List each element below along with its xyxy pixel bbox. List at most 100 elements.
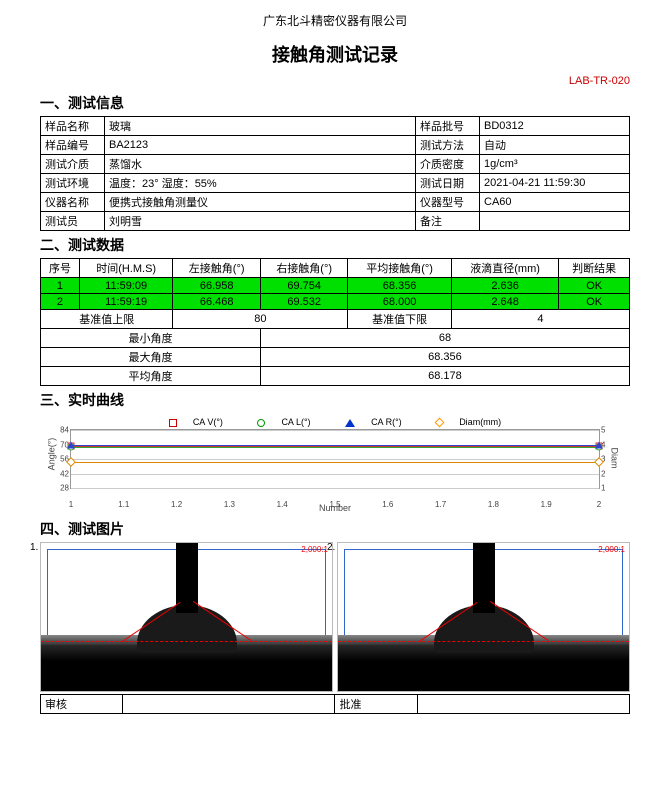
cell: 2.636 — [451, 278, 559, 294]
cell: OK — [559, 278, 630, 294]
limit-label: 基准值下限 — [348, 310, 451, 329]
stat-row: 平均角度68.178 — [41, 367, 630, 386]
sig-value — [417, 695, 629, 714]
line-chart: Angle(°) Diam 84570456342228111.11.21.31… — [70, 429, 600, 489]
cell: 11:59:19 — [79, 294, 173, 310]
col-header: 序号 — [41, 259, 80, 278]
y2-tick: 1 — [601, 484, 613, 493]
info-table: 样品名称玻璃样品批号BD0312 样品编号BA2123测试方法自动 测试介质蒸馏… — [40, 116, 630, 231]
info-label: 仪器型号 — [416, 193, 480, 212]
sig-label: 批准 — [335, 695, 417, 714]
image-number: 2. — [327, 542, 335, 553]
baseline-line — [41, 641, 332, 642]
x-tick: 1.8 — [488, 500, 499, 509]
y-tick: 28 — [51, 484, 69, 493]
info-value: BA2123 — [105, 136, 416, 155]
cell: 2.648 — [451, 294, 559, 310]
col-header: 平均接触角(°) — [348, 259, 451, 278]
cell: 66.468 — [173, 294, 261, 310]
info-value: 自动 — [480, 136, 630, 155]
x-tick: 1.7 — [435, 500, 446, 509]
x-tick: 1.2 — [171, 500, 182, 509]
chart-legend: CA V(°) CA L(°) CA R(°) Diam(mm) — [70, 417, 600, 427]
x-tick: 1.5 — [329, 500, 340, 509]
scale-label: 2,000:1 — [598, 545, 625, 554]
info-label: 测试员 — [41, 212, 105, 231]
x-tick: 1.1 — [118, 500, 129, 509]
doc-title: 接触角测试记录 — [40, 41, 630, 67]
info-value: 温度：23° 湿度：55% — [105, 174, 416, 193]
cell: 68.356 — [348, 278, 451, 294]
stat-label: 最大角度 — [41, 348, 261, 367]
series-diam — [71, 462, 599, 463]
section2-heading: 二、测试数据 — [40, 235, 630, 255]
legend-item: CA L(°) — [249, 417, 318, 427]
y-tick: 84 — [51, 426, 69, 435]
legend-label: CA V(°) — [193, 417, 223, 427]
info-value: 蒸馏水 — [105, 155, 416, 174]
data-table: 序号 时间(H.M.S) 左接触角(°) 右接触角(°) 平均接触角(°) 液滴… — [40, 258, 630, 386]
limit-label: 基准值上限 — [41, 310, 173, 329]
legend-label: Diam(mm) — [459, 417, 501, 427]
info-value: 便携式接触角测量仪 — [105, 193, 416, 212]
cell: 66.958 — [173, 278, 261, 294]
image-cell: 1. 2,000:1 — [40, 542, 333, 692]
legend-label: CA L(°) — [281, 417, 310, 427]
limit-value: 4 — [451, 310, 629, 329]
col-header: 右接触角(°) — [260, 259, 348, 278]
doc-number: LAB-TR-020 — [40, 75, 630, 87]
square-icon — [169, 419, 177, 427]
legend-item: Diam(mm) — [428, 417, 509, 427]
image-number: 1. — [30, 542, 38, 553]
company-name: 广东北斗精密仪器有限公司 — [40, 12, 630, 29]
section3-heading: 三、实时曲线 — [40, 390, 630, 410]
sig-label: 审核 — [41, 695, 123, 714]
info-value: 刘明雪 — [105, 212, 416, 231]
stat-label: 平均角度 — [41, 367, 261, 386]
section4-heading: 四、测试图片 — [40, 519, 630, 539]
info-label: 样品编号 — [41, 136, 105, 155]
col-header: 时间(H.M.S) — [79, 259, 173, 278]
series-car — [71, 445, 599, 446]
stat-value: 68 — [260, 329, 629, 348]
info-label: 测试环境 — [41, 174, 105, 193]
info-value: CA60 — [480, 193, 630, 212]
stat-value: 68.356 — [260, 348, 629, 367]
cell: 2 — [41, 294, 80, 310]
col-header: 判断结果 — [559, 259, 630, 278]
table-header-row: 序号 时间(H.M.S) 左接触角(°) 右接触角(°) 平均接触角(°) 液滴… — [41, 259, 630, 278]
x-tick: 1.4 — [277, 500, 288, 509]
x-tick: 1.6 — [382, 500, 393, 509]
sig-value — [123, 695, 335, 714]
x-tick: 2 — [597, 500, 601, 509]
cell: 68.000 — [348, 294, 451, 310]
info-label: 样品名称 — [41, 117, 105, 136]
cell: 11:59:09 — [79, 278, 173, 294]
triangle-icon — [345, 419, 355, 427]
signature-table: 审核 批准 — [40, 694, 630, 714]
stat-row: 最小角度68 — [41, 329, 630, 348]
series-cal — [71, 447, 599, 448]
diamond-icon — [435, 418, 445, 428]
x-tick: 1 — [69, 500, 73, 509]
info-label: 介质密度 — [416, 155, 480, 174]
col-header: 液滴直径(mm) — [451, 259, 559, 278]
table-row: 2 11:59:19 66.468 69.532 68.000 2.648 OK — [41, 294, 630, 310]
cell: OK — [559, 294, 630, 310]
cell: 69.532 — [260, 294, 348, 310]
marker-car — [595, 442, 603, 449]
test-image: 2,000:1 — [337, 542, 630, 692]
y2-tick: 2 — [601, 469, 613, 478]
stat-row: 最大角度68.356 — [41, 348, 630, 367]
info-value: 2021-04-21 11:59:30 — [480, 174, 630, 193]
image-cell: 2. 2,000:1 — [337, 542, 630, 692]
scale-label: 2,000:1 — [301, 545, 328, 554]
section1-heading: 一、测试信息 — [40, 93, 630, 113]
info-label: 测试介质 — [41, 155, 105, 174]
info-label: 测试日期 — [416, 174, 480, 193]
stat-value: 68.178 — [260, 367, 629, 386]
limit-value: 80 — [173, 310, 348, 329]
test-image: 2,000:1 — [40, 542, 333, 692]
stat-label: 最小角度 — [41, 329, 261, 348]
info-label: 样品批号 — [416, 117, 480, 136]
